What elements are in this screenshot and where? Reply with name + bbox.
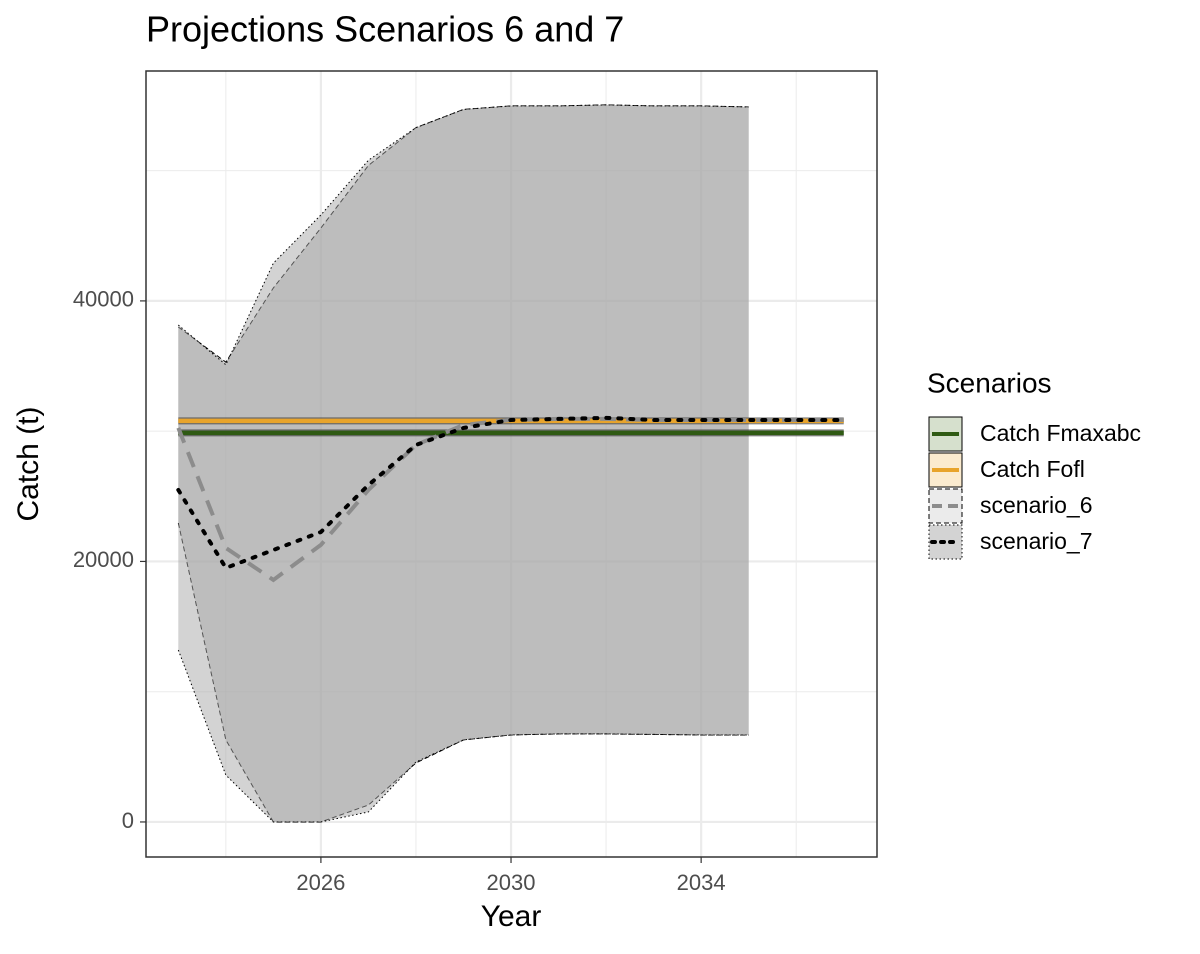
ribbon-edge <box>177 649 749 823</box>
ribbon-edge <box>177 104 749 366</box>
x-tick-label: 2034 <box>677 870 726 895</box>
y-tick-label: 40000 <box>73 287 134 312</box>
panel-border <box>145 70 878 858</box>
y-tick-label: 0 <box>122 808 134 833</box>
x-tick-label: 2030 <box>487 870 536 895</box>
x-axis-title: Year <box>481 900 542 933</box>
ribbon <box>178 104 749 822</box>
legend-label: scenario_6 <box>980 492 1093 518</box>
y-tick-label: 20000 <box>73 547 134 572</box>
legend-label: Catch Fmaxabc <box>980 420 1141 446</box>
x-tick-label: 2026 <box>296 870 345 895</box>
chart-title: Projections Scenarios 6 and 7 <box>146 9 624 50</box>
line <box>176 415 846 571</box>
y-axis-title: Catch (t) <box>12 406 45 521</box>
legend-label: Catch Fofl <box>980 456 1085 482</box>
legend-label: scenario_7 <box>980 528 1093 554</box>
legend-title: Scenarios <box>927 367 1052 398</box>
